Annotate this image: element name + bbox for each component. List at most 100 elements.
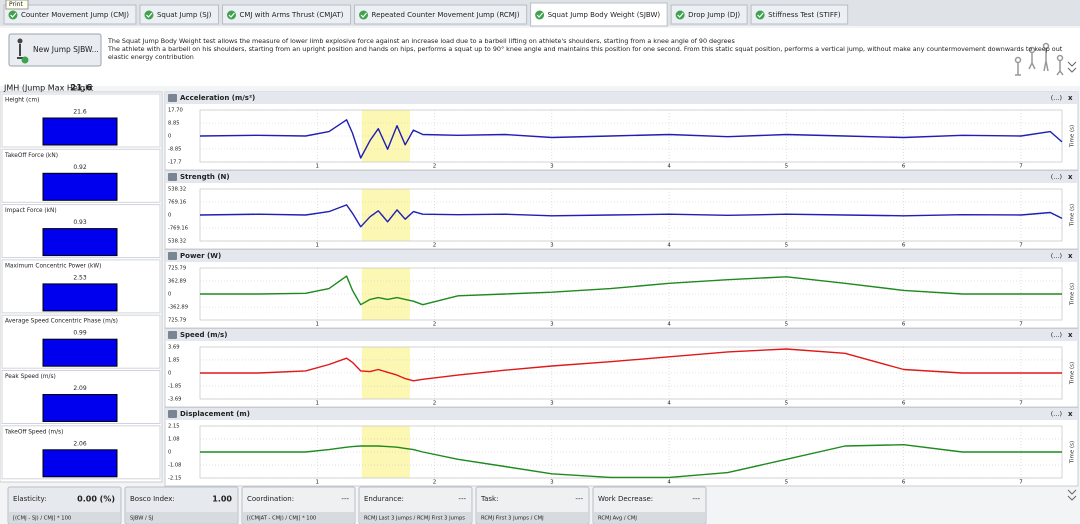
chart-close-button[interactable]: x: [1068, 410, 1073, 418]
metric-value: 0.93: [73, 219, 87, 226]
metric-bar: [43, 395, 117, 422]
chart-more-button[interactable]: (...): [1051, 94, 1062, 102]
tab[interactable]: Drop Jump (DJ): [671, 5, 747, 24]
metric-bar: [43, 118, 117, 145]
y-tick-label: 538.32: [168, 187, 186, 193]
footer-label: Elasticity:: [13, 495, 47, 503]
chart-header: [165, 92, 1078, 104]
metric-value: 2.06: [73, 440, 87, 447]
phase-highlight: [362, 426, 410, 478]
footer-formula: [(CMJAT - CMJ) / CMJ] * 100: [247, 516, 316, 522]
chart-title: Speed (m/s): [180, 331, 227, 339]
tab-check-icon: [756, 11, 765, 20]
new-jump-button[interactable]: New Jump SJBW...: [9, 34, 101, 66]
tab-check-icon: [676, 11, 685, 20]
footer-label: Task:: [480, 495, 498, 503]
tab-label: Squat Jump (SJ): [157, 11, 212, 19]
metric-bar: [43, 339, 117, 366]
tab-label: Squat Jump Body Weight (SJBW): [548, 11, 661, 19]
chart-more-button[interactable]: (...): [1051, 331, 1062, 339]
x-tick-label: 2: [433, 480, 437, 486]
y-tick-label: 17.70: [168, 108, 183, 114]
chart-more-button[interactable]: (...): [1051, 252, 1062, 260]
x-tick-label: 1: [316, 322, 320, 328]
x-tick-label: 7: [1019, 243, 1023, 249]
x-tick-label: 5: [785, 164, 789, 170]
x-axis-label: Time (s): [1070, 362, 1076, 385]
x-tick-label: 4: [667, 164, 671, 170]
x-tick-label: 5: [785, 401, 789, 407]
tab-check-icon: [144, 11, 153, 20]
metric-label: Height (cm): [5, 98, 39, 104]
x-tick-label: 2: [433, 322, 437, 328]
metric-value: 2.53: [73, 274, 87, 281]
x-tick-label: 2: [433, 401, 437, 407]
tab-check-icon: [359, 11, 368, 20]
x-tick-label: 3: [550, 401, 554, 407]
metric-value: 21.6: [73, 109, 87, 116]
y-tick-label: 0: [168, 371, 171, 377]
y-tick-label: 1.85: [168, 357, 180, 363]
y-tick-label: 0: [168, 134, 171, 140]
x-axis-label: Time (s): [1070, 283, 1076, 306]
x-tick-label: 6: [902, 322, 906, 328]
chart-close-button[interactable]: x: [1068, 331, 1073, 339]
metric-bar: [43, 284, 117, 311]
chart-title: Acceleration (m/s²): [180, 94, 255, 102]
y-tick-label: 538.32: [168, 239, 186, 245]
metric-label: TakeOff Force (kN): [4, 153, 58, 159]
chart-header: [165, 250, 1078, 262]
chart-more-button[interactable]: (...): [1051, 410, 1062, 418]
y-tick-label: -769.16: [168, 226, 188, 232]
tab[interactable]: CMJ with Arms Thrust (CMJAT): [223, 5, 351, 24]
footer-formula: [(CMJ - SJ) / CMJ] * 100: [13, 516, 71, 522]
footer-value: 1.00: [212, 495, 232, 504]
x-tick-label: 7: [1019, 480, 1023, 486]
tab[interactable]: Stiffness Test (STIFF): [751, 5, 848, 24]
chart-header-icon: [168, 252, 177, 260]
metric-bar: [43, 450, 117, 477]
metric-value: 0.99: [73, 330, 87, 337]
chart-title: Strength (N): [180, 173, 230, 181]
chart-more-button[interactable]: (...): [1051, 173, 1062, 181]
y-tick-label: -3.69: [168, 397, 181, 403]
footer-label: Coordination:: [247, 495, 294, 503]
chart-close-button[interactable]: x: [1068, 252, 1073, 260]
print-tooltip: Print: [6, 0, 28, 9]
tab-label: Repeated Counter Movement Jump (RCMJ): [372, 11, 520, 19]
x-tick-label: 7: [1019, 401, 1023, 407]
metric-label: Impact Force (kN): [5, 208, 57, 214]
tab-label: Counter Movement Jump (CMJ): [21, 11, 129, 19]
footer-value: ---: [575, 495, 583, 503]
x-tick-label: 7: [1019, 322, 1023, 328]
tab[interactable]: Repeated Counter Movement Jump (RCMJ): [355, 5, 527, 24]
y-tick-label: 725.79: [168, 318, 186, 324]
chart-header-icon: [168, 410, 177, 418]
x-tick-label: 3: [550, 243, 554, 249]
metric-bar: [43, 173, 117, 200]
tab-check-icon: [227, 11, 236, 20]
chart-close-button[interactable]: x: [1068, 94, 1073, 102]
button-icon-head: [18, 39, 23, 44]
button-label: New Jump SJBW...: [33, 45, 99, 54]
tab[interactable]: Squat Jump Body Weight (SJBW): [531, 3, 668, 26]
x-tick-label: 4: [667, 243, 671, 249]
phase-highlight: [362, 110, 410, 162]
footer-formula: RCMJ Last 3 Jumps / RCMJ First 3 Jumps: [364, 516, 465, 522]
description-line: The athlete with a barbell on his should…: [107, 45, 1063, 53]
y-tick-label: 3.69: [168, 345, 180, 351]
x-tick-label: 3: [550, 164, 554, 170]
x-tick-label: 1: [316, 243, 320, 249]
footer-formula: SJBW / SJ: [130, 516, 154, 522]
x-axis-label: Time (s): [1070, 125, 1076, 148]
chart-close-button[interactable]: x: [1068, 173, 1073, 181]
chart-title: Power (W): [180, 252, 221, 260]
footer-label: Endurance:: [364, 495, 404, 503]
x-tick-label: 6: [902, 164, 906, 170]
x-tick-label: 5: [785, 322, 789, 328]
x-tick-label: 7: [1019, 164, 1023, 170]
x-tick-label: 5: [785, 480, 789, 486]
tooltip-text: Print: [9, 1, 23, 8]
tab[interactable]: Squat Jump (SJ): [140, 5, 219, 24]
metric-label: Maximum Concentric Power (kW): [5, 263, 101, 269]
